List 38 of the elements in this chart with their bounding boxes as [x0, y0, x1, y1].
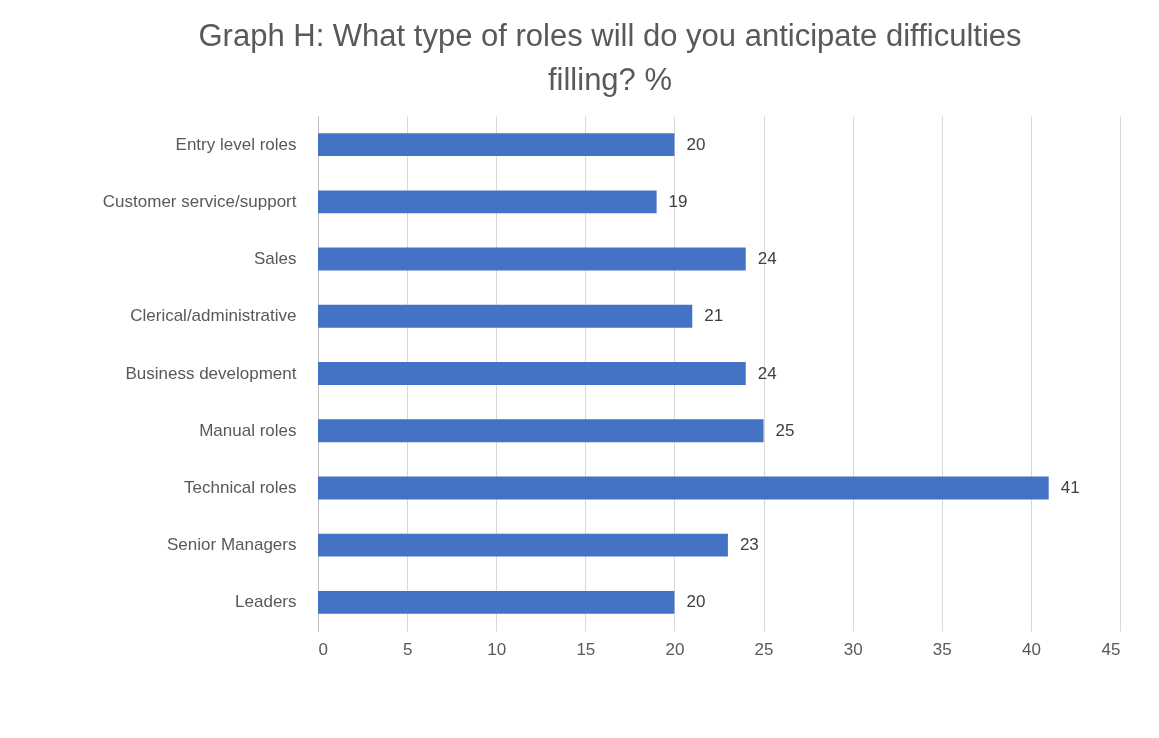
y-tick-label: Entry level roles: [175, 134, 297, 154]
bar: [318, 304, 693, 328]
bar: [318, 247, 746, 271]
x-tick-label: 5: [402, 639, 413, 659]
data-label: 19: [668, 191, 688, 211]
x-tick-label: 10: [487, 639, 507, 659]
data-label: 25: [775, 420, 795, 440]
x-tick-label: 30: [843, 639, 863, 659]
x-tick-label: 25: [754, 639, 774, 659]
y-tick-label: Sales: [253, 249, 297, 269]
data-label: 20: [686, 134, 706, 154]
y-tick-label: Leaders: [235, 592, 297, 612]
y-tick-label: Manual roles: [199, 420, 297, 440]
bar: [318, 533, 728, 557]
x-tick-label: 0: [318, 639, 328, 659]
x-tick-label: 35: [932, 639, 952, 659]
data-label: 23: [739, 535, 759, 555]
x-tick-label: 45: [1101, 639, 1121, 659]
y-tick-label: Technical roles: [184, 477, 297, 497]
y-tick-label: Clerical/administrative: [130, 306, 297, 326]
data-label: 21: [704, 306, 724, 326]
data-label: 41: [1060, 477, 1080, 497]
x-tick-label: 20: [665, 639, 685, 659]
data-label: 24: [757, 249, 777, 269]
chart-title: Graph H: What type of roles will do you anticipate difficulties filling? %: [197, 17, 1023, 99]
bar: [318, 590, 675, 614]
x-tick-label: 15: [576, 639, 596, 659]
bar: [318, 476, 1049, 500]
x-tick-label: 40: [1021, 639, 1041, 659]
bar: [318, 133, 675, 157]
bar: [318, 362, 746, 385]
bar: [318, 419, 764, 443]
y-tick-label: Senior Managers: [167, 535, 297, 555]
data-label: 24: [757, 363, 777, 383]
bar: [318, 190, 657, 214]
data-label: 20: [686, 592, 706, 612]
y-tick-label: Business development: [125, 363, 297, 383]
y-tick-label: Customer service/support: [102, 191, 297, 211]
